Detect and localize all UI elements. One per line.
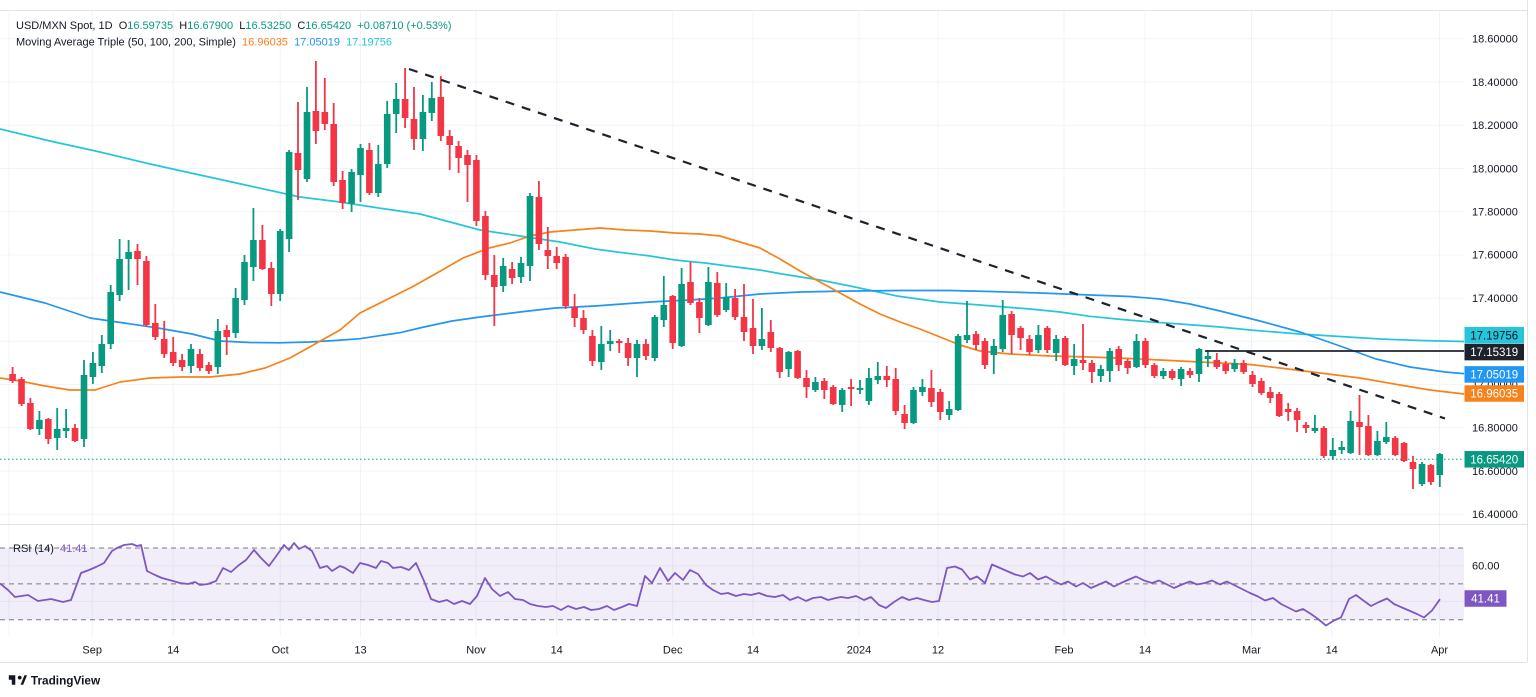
svg-text:16.65420: 16.65420	[1470, 454, 1518, 466]
svg-text:17.40000: 17.40000	[1472, 293, 1518, 305]
svg-text:Feb: Feb	[1055, 645, 1074, 657]
svg-text:16.60000: 16.60000	[1472, 466, 1518, 478]
svg-text:2024: 2024	[847, 645, 871, 657]
svg-text:13: 13	[354, 645, 366, 657]
svg-text:Nov: Nov	[466, 645, 486, 657]
svg-text:Mar: Mar	[1242, 645, 1261, 657]
svg-text:60.00: 60.00	[1472, 560, 1500, 572]
svg-text:41.41: 41.41	[60, 543, 88, 555]
svg-text:41.41: 41.41	[1471, 594, 1500, 606]
svg-text:17.05019: 17.05019	[1470, 370, 1518, 382]
svg-text:17.19756: 17.19756	[1470, 330, 1518, 342]
svg-text:14: 14	[1326, 645, 1338, 657]
svg-text:18.40000: 18.40000	[1472, 77, 1518, 89]
svg-text:18.60000: 18.60000	[1472, 34, 1518, 46]
svg-text:TradingView: TradingView	[31, 673, 101, 687]
svg-text:12: 12	[932, 645, 944, 657]
svg-text:Sep: Sep	[82, 645, 102, 657]
svg-text:18.20000: 18.20000	[1472, 120, 1518, 132]
svg-text:16.80000: 16.80000	[1472, 423, 1518, 435]
svg-text:16.96035: 16.96035	[1470, 389, 1518, 401]
svg-text:17.80000: 17.80000	[1472, 207, 1518, 219]
svg-text:16.40000: 16.40000	[1472, 509, 1518, 521]
svg-text:17.15319: 17.15319	[1470, 347, 1518, 359]
svg-text:USD/MXN Spot, 1D O16.59735 H: USD/MXN Spot, 1D O16.59735 H16.67900 L16…	[16, 20, 452, 32]
svg-text:Apr: Apr	[1431, 645, 1448, 657]
svg-text:RSI (14): RSI (14)	[13, 543, 54, 555]
svg-text:Moving Average Triple (50, 100: Moving Average Triple (50, 100, 200, Sim…	[16, 36, 392, 48]
svg-text:Dec: Dec	[663, 645, 683, 657]
svg-text:14: 14	[551, 645, 563, 657]
svg-text:14: 14	[167, 645, 179, 657]
svg-text:17.60000: 17.60000	[1472, 250, 1518, 262]
svg-text:14: 14	[747, 645, 759, 657]
svg-text:Oct: Oct	[272, 645, 289, 657]
svg-text:18.00000: 18.00000	[1472, 163, 1518, 175]
svg-text:14: 14	[1139, 645, 1151, 657]
